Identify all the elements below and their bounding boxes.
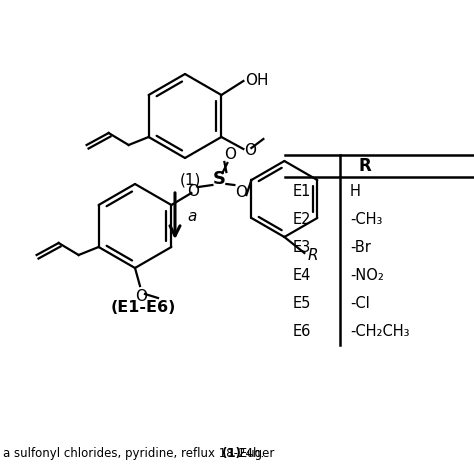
Text: R: R xyxy=(307,247,318,263)
Text: E4: E4 xyxy=(293,267,311,283)
Text: (1): (1) xyxy=(179,172,201,187)
Text: O: O xyxy=(187,183,200,199)
Text: O: O xyxy=(236,184,247,200)
Text: E3: E3 xyxy=(293,239,311,255)
Text: (E1-E6): (E1-E6) xyxy=(110,300,176,315)
Text: O: O xyxy=(135,289,147,304)
Text: -Cl: -Cl xyxy=(350,295,370,310)
Text: -CH₃: -CH₃ xyxy=(350,211,383,227)
Text: E2: E2 xyxy=(293,211,311,227)
Text: Euger: Euger xyxy=(236,447,274,461)
Text: R: R xyxy=(359,157,371,175)
Text: (1): (1) xyxy=(221,447,240,461)
Text: -CH₂CH₃: -CH₂CH₃ xyxy=(350,323,410,338)
Text: E5: E5 xyxy=(293,295,311,310)
Text: O: O xyxy=(245,143,256,157)
Text: a: a xyxy=(187,209,196,224)
Text: H: H xyxy=(350,183,361,199)
Text: E6: E6 xyxy=(293,323,311,338)
Text: S: S xyxy=(213,170,226,188)
Text: a sulfonyl chlorides, pyridine, reflux 18-24h.: a sulfonyl chlorides, pyridine, reflux 1… xyxy=(3,447,268,461)
Text: O: O xyxy=(224,146,237,162)
Text: OH: OH xyxy=(246,73,269,88)
Text: -NO₂: -NO₂ xyxy=(350,267,384,283)
Text: E1: E1 xyxy=(293,183,311,199)
Text: -Br: -Br xyxy=(350,239,371,255)
